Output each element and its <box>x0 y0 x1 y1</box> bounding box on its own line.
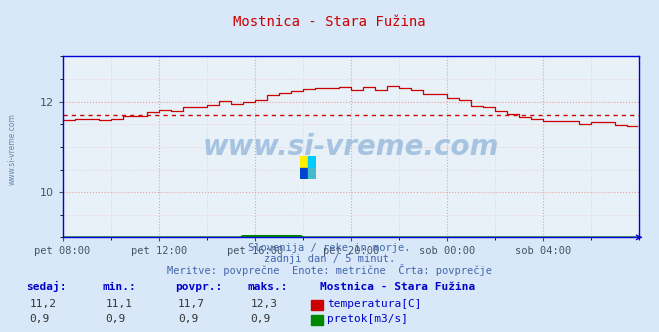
Text: maks.:: maks.: <box>247 283 287 292</box>
Bar <box>300 156 308 168</box>
Text: 11,1: 11,1 <box>105 299 132 309</box>
Text: 0,9: 0,9 <box>30 314 50 324</box>
Text: 11,2: 11,2 <box>30 299 57 309</box>
Text: 12,3: 12,3 <box>250 299 277 309</box>
Text: zadnji dan / 5 minut.: zadnji dan / 5 minut. <box>264 254 395 264</box>
Text: povpr.:: povpr.: <box>175 283 222 292</box>
Text: 0,9: 0,9 <box>105 314 126 324</box>
Text: Meritve: povprečne  Enote: metrične  Črta: povprečje: Meritve: povprečne Enote: metrične Črta:… <box>167 264 492 276</box>
Text: min.:: min.: <box>102 283 136 292</box>
Text: 11,7: 11,7 <box>178 299 205 309</box>
Bar <box>308 168 316 179</box>
Text: Mostnica - Stara Fužina: Mostnica - Stara Fužina <box>233 15 426 29</box>
Text: www.si-vreme.com: www.si-vreme.com <box>203 133 499 161</box>
Text: www.si-vreme.com: www.si-vreme.com <box>8 114 17 185</box>
Text: 0,9: 0,9 <box>250 314 271 324</box>
Bar <box>308 156 316 168</box>
Text: Slovenija / reke in morje.: Slovenija / reke in morje. <box>248 243 411 253</box>
Bar <box>300 168 308 179</box>
Text: sedaj:: sedaj: <box>26 282 67 292</box>
Text: pretok[m3/s]: pretok[m3/s] <box>327 314 408 324</box>
Text: temperatura[C]: temperatura[C] <box>327 299 421 309</box>
Text: Mostnica - Stara Fužina: Mostnica - Stara Fužina <box>320 283 475 292</box>
Text: 0,9: 0,9 <box>178 314 198 324</box>
